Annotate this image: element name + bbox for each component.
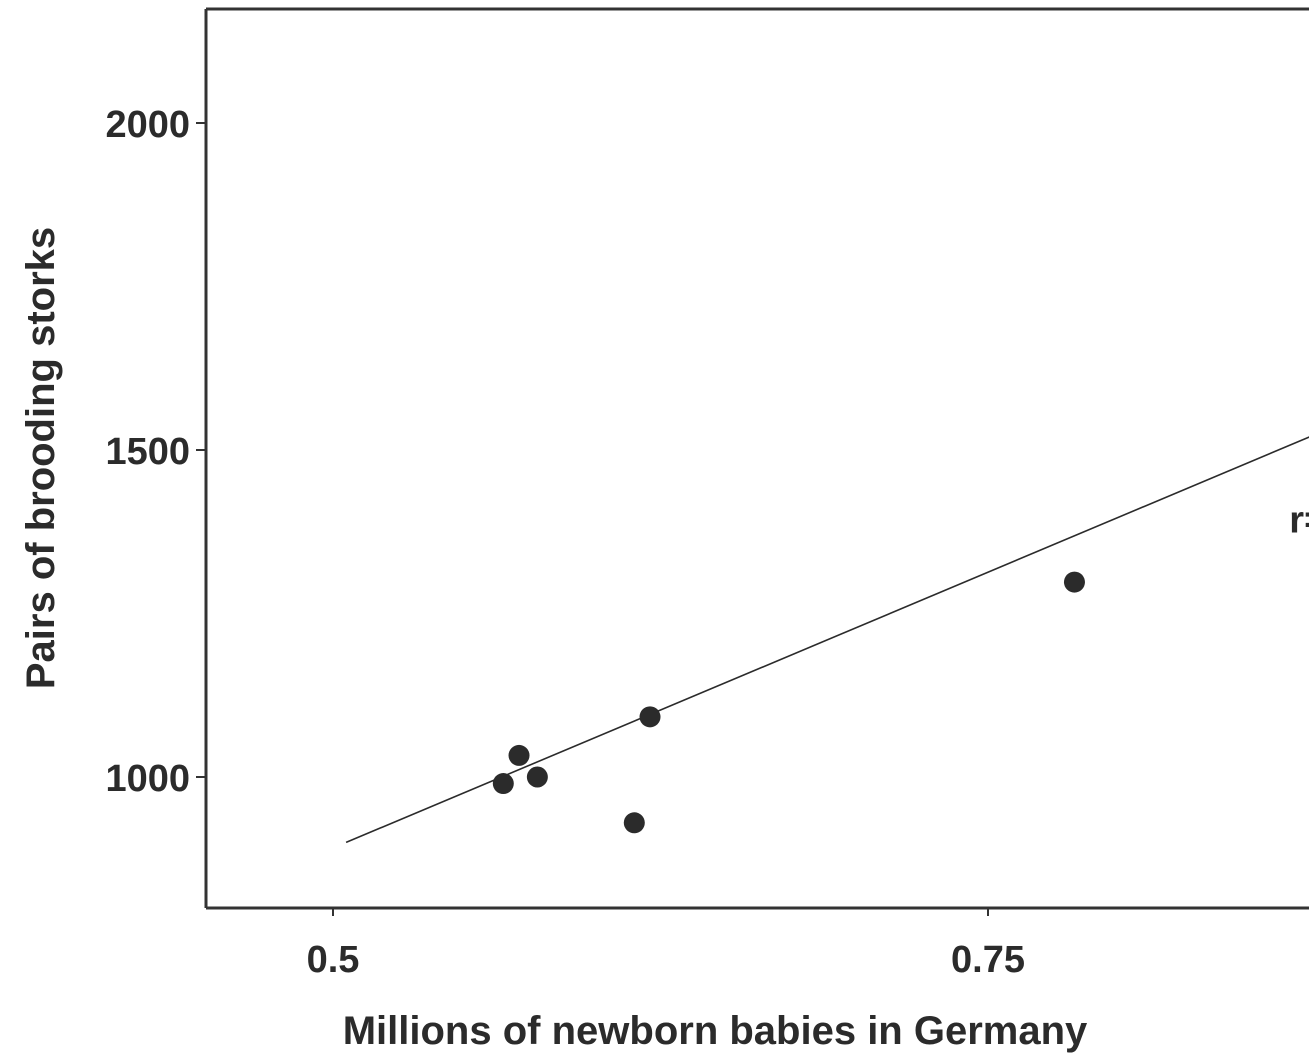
trend-line — [345, 436, 1309, 844]
x-tick-label: 0.5 — [307, 939, 360, 981]
data-points — [492, 571, 1085, 834]
data-point — [1063, 571, 1085, 593]
data-point — [639, 706, 661, 728]
data-point — [508, 744, 530, 766]
y-axis-title: Pairs of brooding storks — [19, 227, 63, 689]
trend-line-group — [345, 436, 1309, 844]
x-tick-label: 0.75 — [951, 939, 1025, 981]
data-point — [623, 812, 645, 834]
data-point — [492, 773, 514, 795]
y-tick-label: 1500 — [105, 431, 190, 473]
plot-frame — [204, 7, 1309, 910]
annotations: r=0.982 — [1289, 500, 1309, 542]
y-tick-label: 1000 — [105, 758, 190, 800]
correlation-annotation: r=0.982 — [1289, 500, 1309, 542]
y-tick-label: 2000 — [105, 104, 190, 146]
data-point — [526, 766, 548, 788]
axis-ticks: 0.50.751.0100015002000 — [105, 104, 1025, 981]
x-axis-title: Millions of newborn babies in Germany — [343, 1009, 1088, 1053]
